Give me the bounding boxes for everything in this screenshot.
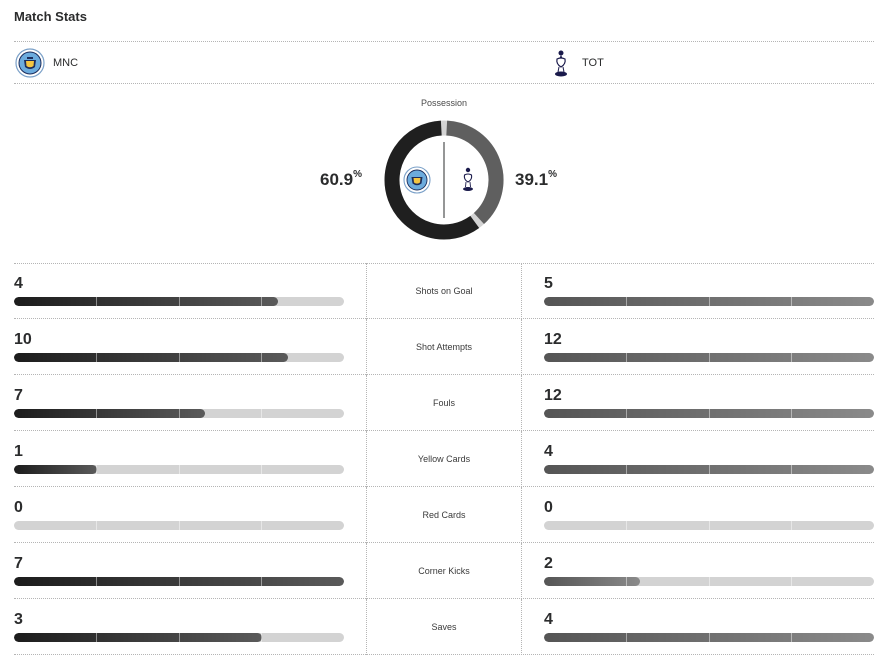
away-stat-value: 4: [544, 611, 553, 628]
divider: [14, 263, 874, 264]
away-possession-value: 39.1%: [515, 169, 557, 189]
stat-row: 3 Saves 4: [14, 599, 874, 655]
away-stat-value: 4: [544, 443, 553, 460]
stat-row: 7 Fouls 12: [14, 375, 874, 431]
home-stat-bar: [14, 521, 344, 530]
possession-donut-chart: [384, 120, 504, 240]
home-stat-bar: [14, 633, 344, 642]
home-stat-fill: [14, 577, 344, 586]
stat-label: Shot Attempts: [366, 319, 522, 375]
away-possession-arc: [446, 120, 504, 225]
home-team-abbr: MNC: [53, 57, 79, 69]
donut-away-crest-icon: [463, 167, 473, 191]
away-stat-fill: [544, 409, 874, 418]
manchester-city-crest-icon: [15, 48, 45, 78]
away-stat-fill: [544, 633, 874, 642]
home-possession-arc: [384, 120, 480, 240]
home-stat-value: 7: [14, 555, 23, 572]
home-stat-fill: [14, 633, 262, 642]
divider: [14, 41, 874, 42]
away-stat-fill: [544, 465, 874, 474]
home-stat-value: 7: [14, 387, 23, 404]
away-stat-bar: [544, 521, 874, 530]
stat-row: 1 Yellow Cards 4: [14, 431, 874, 487]
donut-home-crest-icon: [403, 166, 431, 194]
stat-label: Saves: [366, 599, 522, 655]
away-stat-bar: [544, 409, 874, 418]
home-stat-value: 10: [14, 331, 32, 348]
stat-row: 0 Red Cards 0: [14, 487, 874, 543]
away-team-header: TOT: [548, 48, 604, 78]
away-stat-value: 12: [544, 331, 562, 348]
home-stat-bar: [14, 577, 344, 586]
divider: [14, 374, 874, 375]
home-stat-fill: [14, 297, 278, 306]
home-stat-value: 1: [14, 443, 23, 460]
divider: [14, 318, 874, 319]
stat-row: 10 Shot Attempts 12: [14, 319, 874, 375]
home-stat-bar: [14, 409, 344, 418]
stat-label: Red Cards: [366, 487, 522, 543]
home-stat-bar: [14, 353, 344, 362]
stat-row: 7 Corner Kicks 2: [14, 543, 874, 599]
home-stat-bar: [14, 297, 344, 306]
divider: [14, 486, 874, 487]
stat-label: Shots on Goal: [366, 263, 522, 319]
divider: [14, 542, 874, 543]
home-team-header: MNC: [15, 48, 78, 78]
possession-label: Possession: [420, 98, 468, 108]
home-stat-value: 3: [14, 611, 23, 628]
away-stat-bar: [544, 633, 874, 642]
away-stat-value: 12: [544, 387, 562, 404]
divider: [14, 83, 874, 84]
away-team-abbr: TOT: [582, 57, 604, 69]
home-stat-fill: [14, 465, 97, 474]
away-stat-value: 5: [544, 275, 553, 292]
away-stat-fill: [544, 353, 874, 362]
away-stat-bar: [544, 353, 874, 362]
stat-row: 4 Shots on Goal 5: [14, 263, 874, 319]
away-stat-bar: [544, 465, 874, 474]
stat-label: Fouls: [366, 375, 522, 431]
tottenham-crest-icon: [555, 50, 567, 77]
page-title: Match Stats: [14, 9, 87, 24]
home-stat-value: 0: [14, 499, 23, 516]
away-stat-value: 2: [544, 555, 553, 572]
home-stat-bar: [14, 465, 344, 474]
home-possession-value: 60.9%: [320, 169, 362, 189]
away-stat-bar: [544, 577, 874, 586]
divider: [14, 598, 874, 599]
away-stat-fill: [544, 297, 874, 306]
away-stat-fill: [544, 577, 640, 586]
away-stat-value: 0: [544, 499, 553, 516]
divider: [14, 430, 874, 431]
stat-label: Corner Kicks: [366, 543, 522, 599]
home-stat-value: 4: [14, 275, 23, 292]
away-stat-bar: [544, 297, 874, 306]
home-stat-fill: [14, 353, 288, 362]
stat-label: Yellow Cards: [366, 431, 522, 487]
home-stat-fill: [14, 409, 206, 418]
